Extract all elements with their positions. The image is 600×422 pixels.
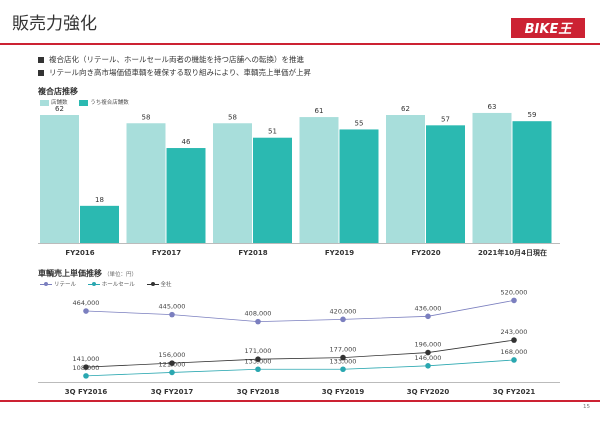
- series-point: [511, 337, 517, 343]
- bar-category-label: FY2016: [65, 249, 94, 257]
- point-value-label: 141,000: [73, 355, 100, 363]
- bar-combined-2: [253, 137, 292, 243]
- point-value-label: 436,000: [415, 304, 442, 312]
- series-point: [425, 363, 431, 369]
- line-legend: リテール ホールセール 全社: [40, 280, 182, 288]
- line-chart-unit: （単位：円）: [104, 272, 138, 278]
- series-line-2: [85, 339, 515, 368]
- line-category-label: 3Q FY2019: [322, 388, 365, 396]
- bar-combined-4: [426, 125, 465, 243]
- bar-combined-5: [512, 121, 552, 243]
- bar-value-label: 61: [315, 107, 324, 115]
- bar-value-label: 18: [95, 196, 104, 204]
- bar-value-label: 59: [528, 111, 537, 119]
- bar-category-label: FY2018: [238, 249, 267, 257]
- point-value-label: 171,000: [245, 347, 272, 355]
- bar-legend: 店舗数 うち複合店舗数: [40, 98, 139, 106]
- point-value-label: 243,000: [501, 328, 528, 336]
- bar-category-label: FY2020: [411, 249, 440, 257]
- bar-stores-0: [40, 115, 79, 243]
- point-value-label: 520,000: [501, 288, 528, 296]
- legend-label: 全社: [160, 282, 172, 288]
- bar-stores-5: [472, 112, 512, 243]
- bar-value-label: 46: [182, 138, 191, 146]
- bar-combined-3: [339, 129, 379, 243]
- line-category-label: 3Q FY2021: [493, 388, 536, 396]
- bar-value-label: 62: [55, 105, 64, 113]
- bar-value-label: 58: [228, 113, 237, 121]
- header-divider: [0, 43, 600, 45]
- line-category-label: 3Q FY2016: [65, 388, 108, 396]
- series-point: [340, 354, 346, 361]
- series-point: [425, 313, 431, 320]
- point-value-label: 445,000: [159, 303, 186, 311]
- page-title: 販売力強化: [12, 14, 97, 34]
- bar-value-label: 55: [355, 119, 364, 127]
- legend-label: うち複合店舗数: [90, 100, 129, 106]
- bar-value-label: 62: [401, 105, 410, 113]
- bar-stores-2: [213, 123, 252, 243]
- series-point: [169, 311, 175, 318]
- point-value-label: 156,000: [159, 351, 186, 359]
- bar-stores-4: [386, 115, 425, 243]
- legend-label: 店舗数: [51, 100, 68, 106]
- brand-logo-text: BIKE王: [525, 22, 574, 37]
- series-point: [255, 356, 261, 362]
- brand-logo: BIKE王: [511, 18, 585, 38]
- page-number: 15: [583, 404, 590, 410]
- series-point: [340, 366, 346, 373]
- line-category-label: 3Q FY2018: [237, 388, 280, 396]
- bar-combined-0: [80, 205, 119, 243]
- series-line-0: [85, 300, 515, 323]
- bar-value-label: 63: [488, 103, 497, 111]
- series-point: [169, 369, 175, 376]
- bar-category-label: FY2019: [325, 249, 354, 257]
- series-point: [83, 373, 89, 379]
- bar-category-label: FY2017: [152, 249, 181, 257]
- bar-category-label: 2021年10月4日現在: [478, 248, 547, 257]
- point-value-label: 133,000: [330, 357, 357, 365]
- line-chart-title: 車輌売上単価推移 （単位：円）: [38, 269, 138, 278]
- series-point: [83, 364, 89, 370]
- bar-chart-title: 複合店推移: [38, 87, 78, 96]
- series-line-1: [85, 359, 515, 377]
- series-point: [425, 349, 431, 356]
- point-value-label: 464,000: [73, 299, 100, 307]
- point-value-label: 196,000: [415, 341, 442, 349]
- point-value-label: 168,000: [501, 348, 528, 356]
- series-point: [340, 316, 346, 323]
- series-point: [511, 297, 517, 304]
- footer-divider: [0, 400, 600, 402]
- point-value-label: 420,000: [330, 307, 357, 315]
- series-point: [511, 357, 517, 363]
- series-point: [83, 308, 89, 314]
- bullet-item: 複合店化（リテール、ホールセール両者の機能を持つ店舗への転換）を推進: [38, 54, 304, 65]
- line-category-label: 3Q FY2020: [407, 388, 450, 396]
- line-category-label: 3Q FY2017: [151, 388, 194, 396]
- bar-stores-1: [126, 123, 166, 243]
- bar-stores-3: [299, 117, 339, 243]
- bar-combined-1: [166, 148, 206, 243]
- series-point: [255, 366, 261, 373]
- series-point: [169, 360, 175, 366]
- series-point: [255, 318, 261, 325]
- point-value-label: 146,000: [415, 354, 442, 362]
- point-value-label: 177,000: [330, 346, 357, 354]
- bar-value-label: 57: [441, 115, 450, 123]
- bar-value-label: 51: [268, 128, 277, 136]
- legend-label: ホールセール: [101, 282, 135, 288]
- bullet-item: リテール向き高市場価値車輌を確保する取り組みにより、車輌売上単価が上昇: [38, 67, 311, 78]
- bar-value-label: 58: [142, 113, 151, 121]
- legend-label: リテール: [54, 282, 77, 288]
- point-value-label: 408,000: [245, 310, 272, 318]
